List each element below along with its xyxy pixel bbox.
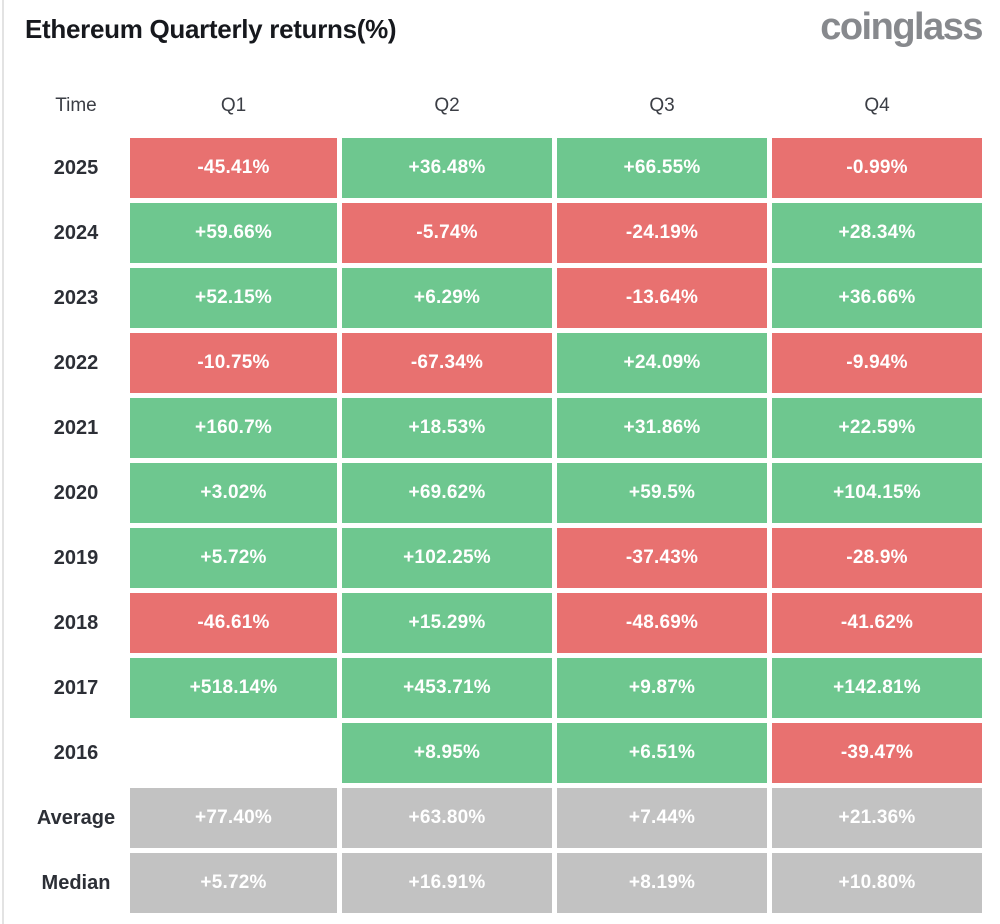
return-cell: -10.75% bbox=[130, 333, 337, 393]
return-cell: +22.59% bbox=[772, 398, 982, 458]
return-cell: +9.87% bbox=[557, 658, 767, 718]
return-cell: +15.29% bbox=[342, 593, 552, 653]
table-row: 2016 +8.95% +6.51% -39.47% bbox=[0, 723, 982, 783]
table-row: 2024 +59.66% -5.74% -24.19% +28.34% bbox=[0, 203, 982, 263]
return-cell: -0.99% bbox=[772, 138, 982, 198]
return-cell: +453.71% bbox=[342, 658, 552, 718]
row-label: 2024 bbox=[53, 221, 99, 244]
row-label: 2019 bbox=[53, 546, 99, 569]
topbar: Ethereum Quarterly returns(%) coinglass bbox=[0, 0, 983, 48]
return-cell: +69.62% bbox=[342, 463, 552, 523]
return-cell: +5.72% bbox=[130, 528, 337, 588]
return-cell: +21.36% bbox=[772, 788, 982, 848]
return-cell: -48.69% bbox=[557, 593, 767, 653]
return-cell: -46.61% bbox=[130, 593, 337, 653]
row-label: 2021 bbox=[53, 416, 99, 439]
table-row: 2023 +52.15% +6.29% -13.64% +36.66% bbox=[0, 268, 982, 328]
return-cell: +28.34% bbox=[772, 203, 982, 263]
return-cell: +66.55% bbox=[557, 138, 767, 198]
row-label: 2017 bbox=[53, 676, 99, 699]
row-label: 2025 bbox=[53, 156, 99, 179]
table-row: 2017 +518.14% +453.71% +9.87% +142.81% bbox=[0, 658, 982, 718]
table-row: 2022 -10.75% -67.34% +24.09% -9.94% bbox=[0, 333, 982, 393]
table-row: 2025 -45.41% +36.48% +66.55% -0.99% bbox=[0, 138, 982, 198]
return-cell: +36.48% bbox=[342, 138, 552, 198]
return-cell: -13.64% bbox=[557, 268, 767, 328]
return-cell: +59.5% bbox=[557, 463, 767, 523]
return-cell: -67.34% bbox=[342, 333, 552, 393]
table-row: Median +5.72% +16.91% +8.19% +10.80% bbox=[0, 853, 982, 913]
return-cell: -39.47% bbox=[772, 723, 982, 783]
return-cell: +77.40% bbox=[130, 788, 337, 848]
column-header-q3: Q3 bbox=[649, 95, 675, 116]
return-cell: +102.25% bbox=[342, 528, 552, 588]
column-header-q2: Q2 bbox=[434, 95, 460, 116]
return-cell: -24.19% bbox=[557, 203, 767, 263]
return-cell: +52.15% bbox=[130, 268, 337, 328]
return-cell: +10.80% bbox=[772, 853, 982, 913]
return-cell: +5.72% bbox=[130, 853, 337, 913]
return-cell: +6.51% bbox=[557, 723, 767, 783]
return-cell: +24.09% bbox=[557, 333, 767, 393]
row-label: 2022 bbox=[53, 351, 99, 374]
return-cell: +518.14% bbox=[130, 658, 337, 718]
table-row: 2021 +160.7% +18.53% +31.86% +22.59% bbox=[0, 398, 982, 458]
return-cell: +104.15% bbox=[772, 463, 982, 523]
coinglass-logo: coinglass bbox=[820, 6, 983, 48]
return-cell: -28.9% bbox=[772, 528, 982, 588]
return-cell: +18.53% bbox=[342, 398, 552, 458]
table-row: 2018 -46.61% +15.29% -48.69% -41.62% bbox=[0, 593, 982, 653]
return-cell: +31.86% bbox=[557, 398, 767, 458]
column-header-time: Time bbox=[55, 95, 97, 116]
table-row: 2020 +3.02% +69.62% +59.5% +104.15% bbox=[0, 463, 982, 523]
quarterly-returns-page: Ethereum Quarterly returns(%) coinglass … bbox=[0, 0, 983, 913]
row-label: 2018 bbox=[53, 611, 99, 634]
return-cell: +142.81% bbox=[772, 658, 982, 718]
return-cell: +8.19% bbox=[557, 853, 767, 913]
return-cell: +63.80% bbox=[342, 788, 552, 848]
table-row: 2019 +5.72% +102.25% -37.43% -28.9% bbox=[0, 528, 982, 588]
column-header-q4: Q4 bbox=[864, 95, 890, 116]
return-cell: +160.7% bbox=[130, 398, 337, 458]
row-label: 2023 bbox=[53, 286, 99, 309]
row-label: Average bbox=[36, 806, 116, 829]
row-label: 2020 bbox=[53, 481, 99, 504]
left-edge-divider bbox=[2, 0, 4, 924]
return-cell: +7.44% bbox=[557, 788, 767, 848]
return-cell: -5.74% bbox=[342, 203, 552, 263]
return-cell: +16.91% bbox=[342, 853, 552, 913]
return-cell: +8.95% bbox=[342, 723, 552, 783]
row-label: 2016 bbox=[53, 741, 99, 764]
return-cell: -9.94% bbox=[772, 333, 982, 393]
column-header-q1: Q1 bbox=[220, 95, 247, 116]
return-cell bbox=[130, 723, 337, 783]
return-cell: -37.43% bbox=[557, 528, 767, 588]
page-title: Ethereum Quarterly returns(%) bbox=[25, 14, 397, 44]
returns-table: 2025 -45.41% +36.48% +66.55% -0.99% 2024 +59.6… bbox=[0, 138, 982, 913]
row-label: Median bbox=[41, 871, 111, 894]
return-cell: +59.66% bbox=[130, 203, 337, 263]
return-cell: +3.02% bbox=[130, 463, 337, 523]
return-cell: +36.66% bbox=[772, 268, 982, 328]
table-row: Average +77.40% +63.80% +7.44% +21.36% bbox=[0, 788, 982, 848]
return-cell: +6.29% bbox=[342, 268, 552, 328]
column-headers: Time Q1 Q2 Q3 Q4 bbox=[0, 91, 982, 121]
return-cell: -45.41% bbox=[130, 138, 337, 198]
return-cell: -41.62% bbox=[772, 593, 982, 653]
